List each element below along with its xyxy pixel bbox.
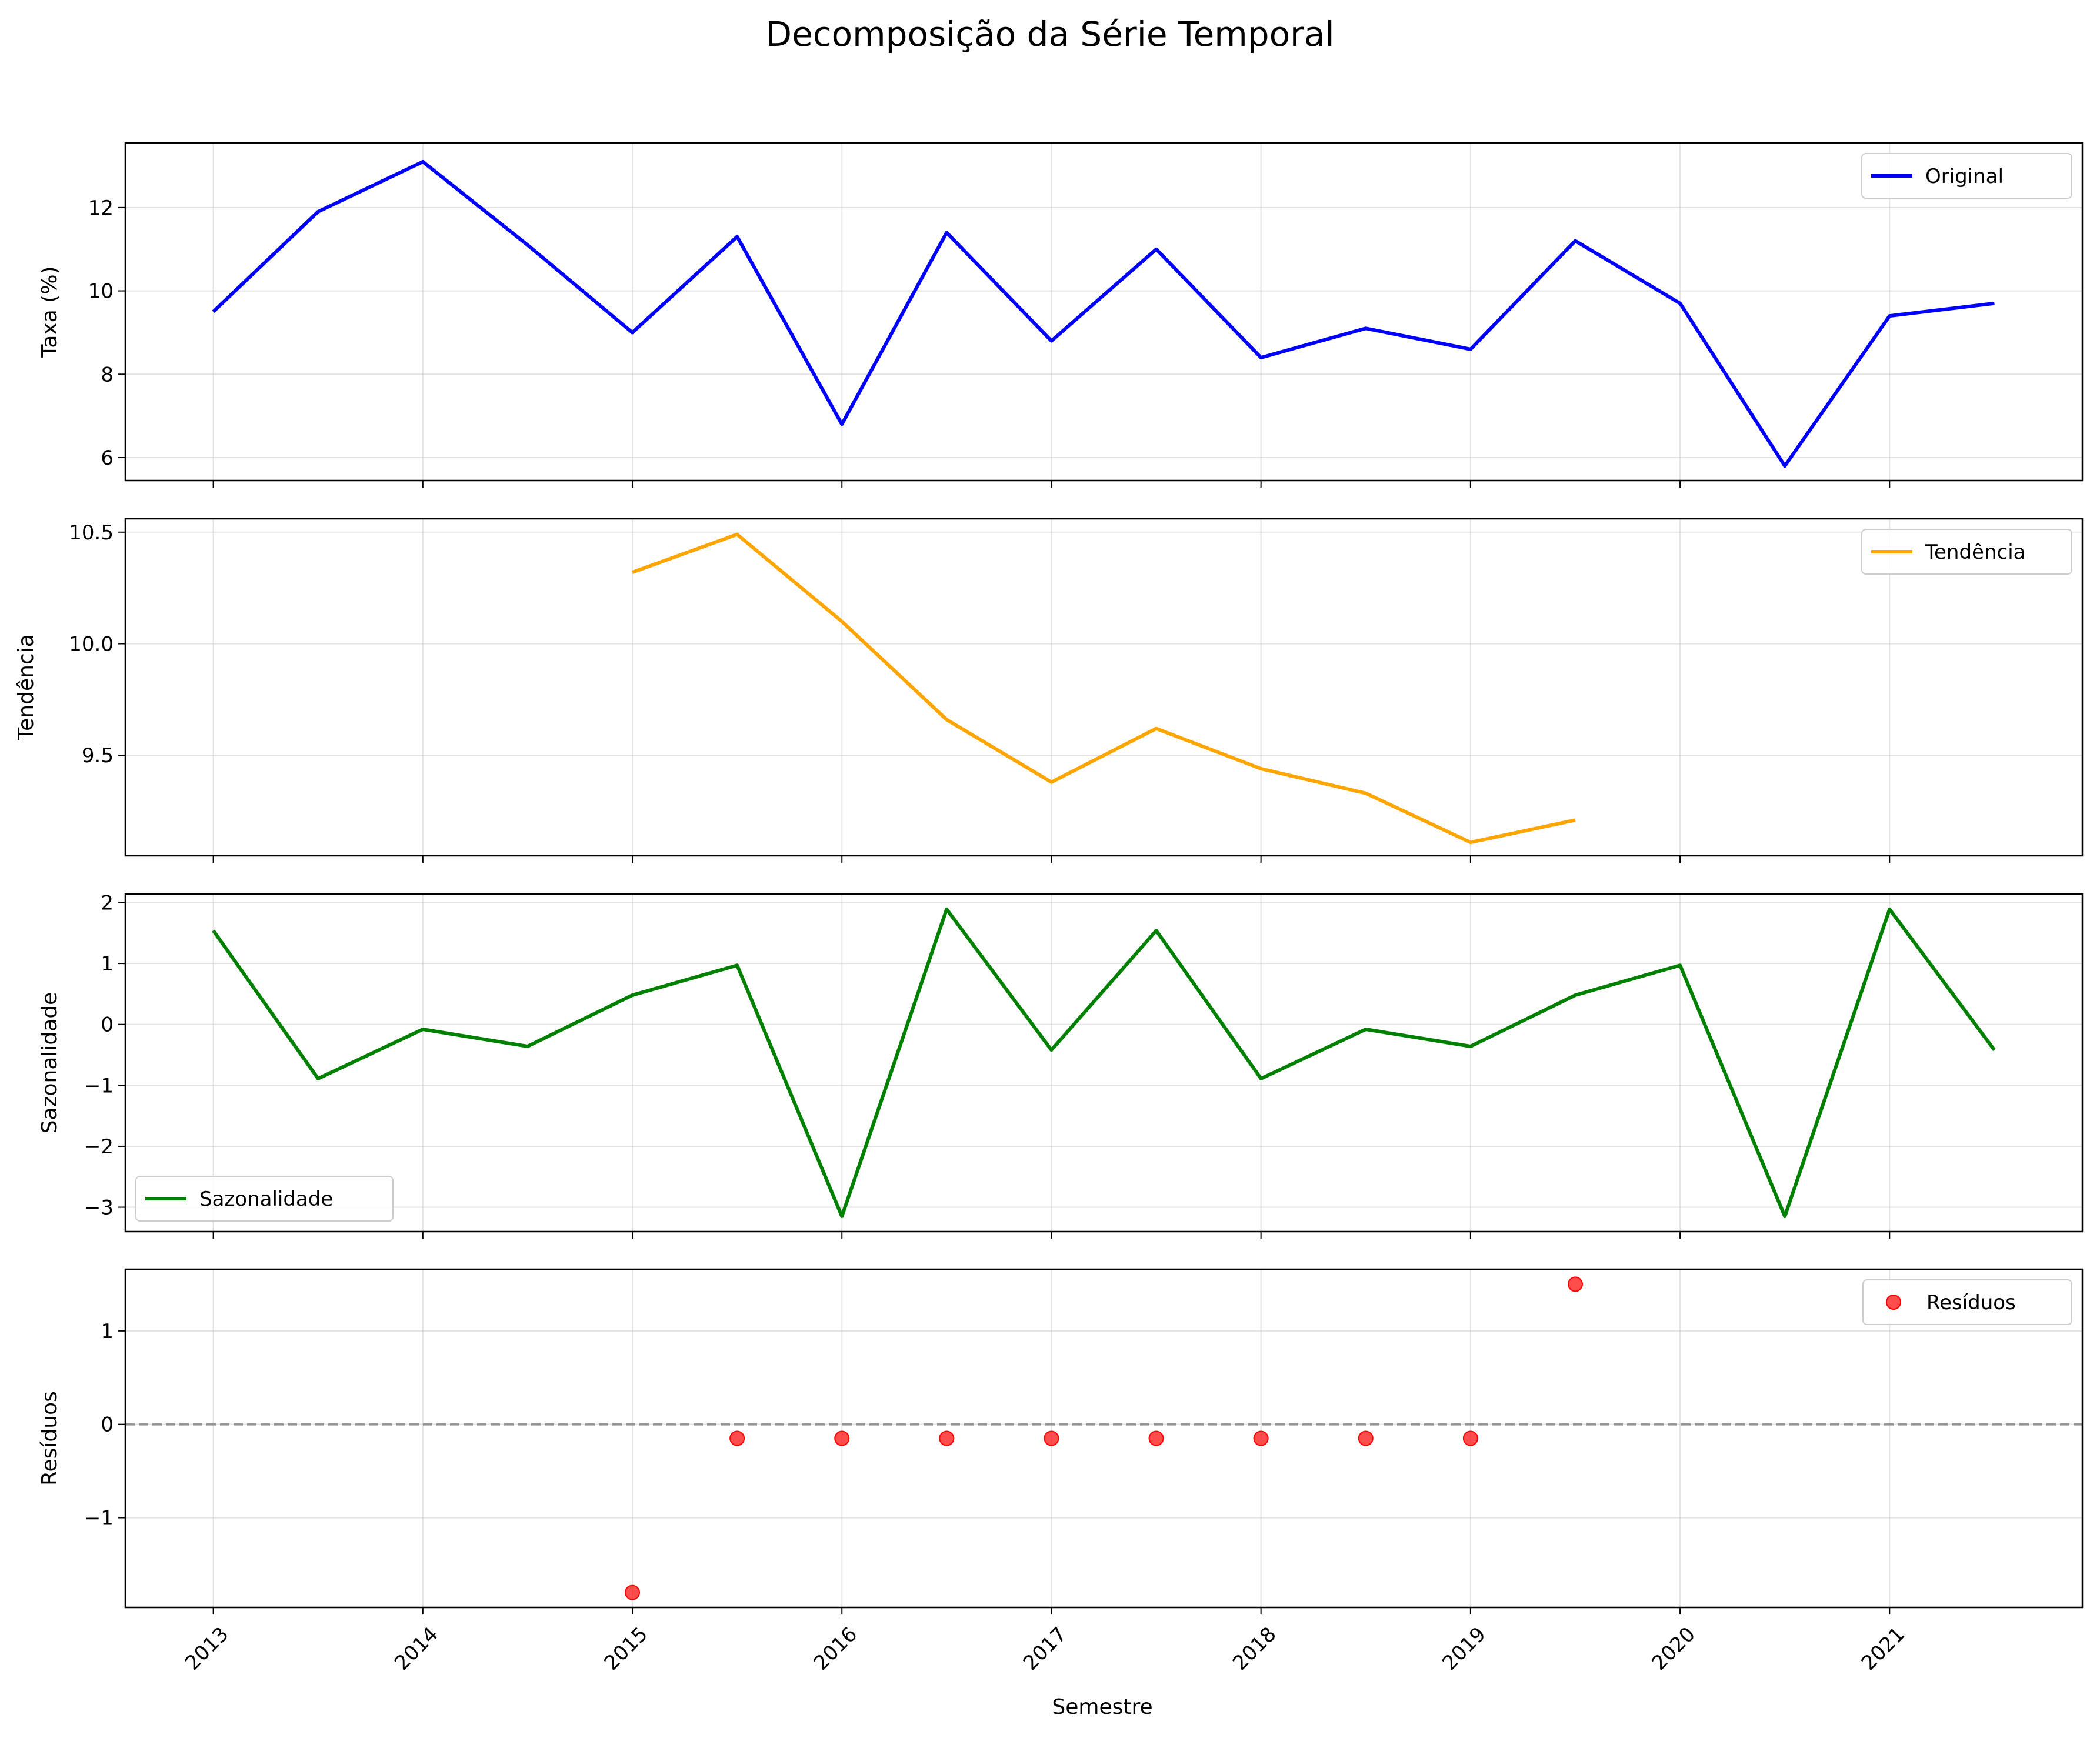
x-axis-label: Semestre xyxy=(1052,1695,1152,1719)
legend-label: Tendência xyxy=(1925,541,2025,564)
data-point xyxy=(625,1584,641,1600)
y-axis-label: Tendência xyxy=(14,634,38,741)
legend-box xyxy=(135,1176,394,1222)
panel-4: −1 0 1 Resíduos Resíduos xyxy=(38,1268,2084,1614)
y-tick-label: 0 xyxy=(101,1013,114,1037)
y-tick-label: 6 xyxy=(101,446,114,470)
data-point xyxy=(834,1430,850,1446)
y-axis-label: Sazonalidade xyxy=(38,992,62,1134)
y-tick-label: 2 xyxy=(101,892,114,915)
legend-label: Resíduos xyxy=(1926,1291,2016,1315)
legend-box xyxy=(1862,1279,2072,1325)
figure-title: Decomposição da Série Temporal xyxy=(765,14,1334,54)
data-point xyxy=(1462,1430,1478,1446)
data-point xyxy=(1567,1276,1583,1292)
data-point xyxy=(1358,1430,1374,1446)
y-tick-label: −1 xyxy=(84,1074,114,1097)
axes-frame xyxy=(124,893,2084,1233)
panel-3: −3 −2 −1 0 1 2 Sazonalidade Sazonalidade xyxy=(38,892,2084,1239)
y-tick-label: −2 xyxy=(84,1135,114,1159)
data-point xyxy=(1253,1430,1269,1446)
y-tick-label: 10.0 xyxy=(69,633,114,656)
legend-marker xyxy=(1886,1295,1901,1310)
y-tick-label: 1 xyxy=(101,952,114,976)
legend: Sazonalidade xyxy=(135,1176,394,1222)
legend: Tendência xyxy=(1861,529,2072,575)
legend-label: Original xyxy=(1925,165,2004,188)
y-tick-label: 10 xyxy=(88,280,114,303)
panel-2: 9.5 10.0 10.5 Tendência Tendência xyxy=(14,518,2084,863)
data-point xyxy=(1044,1430,1059,1446)
legend: Resíduos xyxy=(1862,1279,2072,1325)
y-tick-label: 0 xyxy=(101,1413,114,1437)
y-tick-label: 10.5 xyxy=(69,521,114,545)
series-line xyxy=(212,907,1996,1219)
axes-frame xyxy=(124,1268,2084,1609)
y-tick-label: 12 xyxy=(88,196,114,220)
panel-1: 6 8 10 12 Taxa (%) Original xyxy=(38,142,2084,488)
y-tick-label: 8 xyxy=(101,363,114,386)
data-point xyxy=(729,1430,745,1446)
y-axis-label: Resíduos xyxy=(38,1391,62,1486)
legend-label: Sazonalidade xyxy=(199,1187,333,1211)
series-line xyxy=(212,159,1995,468)
y-tick-label: 1 xyxy=(101,1320,114,1343)
y-tick-label: 9.5 xyxy=(82,744,114,768)
y-tick-label: −3 xyxy=(84,1196,114,1220)
data-point xyxy=(1148,1430,1164,1446)
legend-box xyxy=(1861,153,2072,199)
axes-frame xyxy=(124,518,2084,857)
y-axis-label: Taxa (%) xyxy=(38,266,62,358)
data-point xyxy=(939,1430,955,1446)
legend-box xyxy=(1861,529,2072,575)
legend: Original xyxy=(1861,153,2072,199)
series-line xyxy=(631,532,1576,845)
y-tick-label: −1 xyxy=(84,1507,114,1530)
axes-frame xyxy=(124,142,2084,482)
